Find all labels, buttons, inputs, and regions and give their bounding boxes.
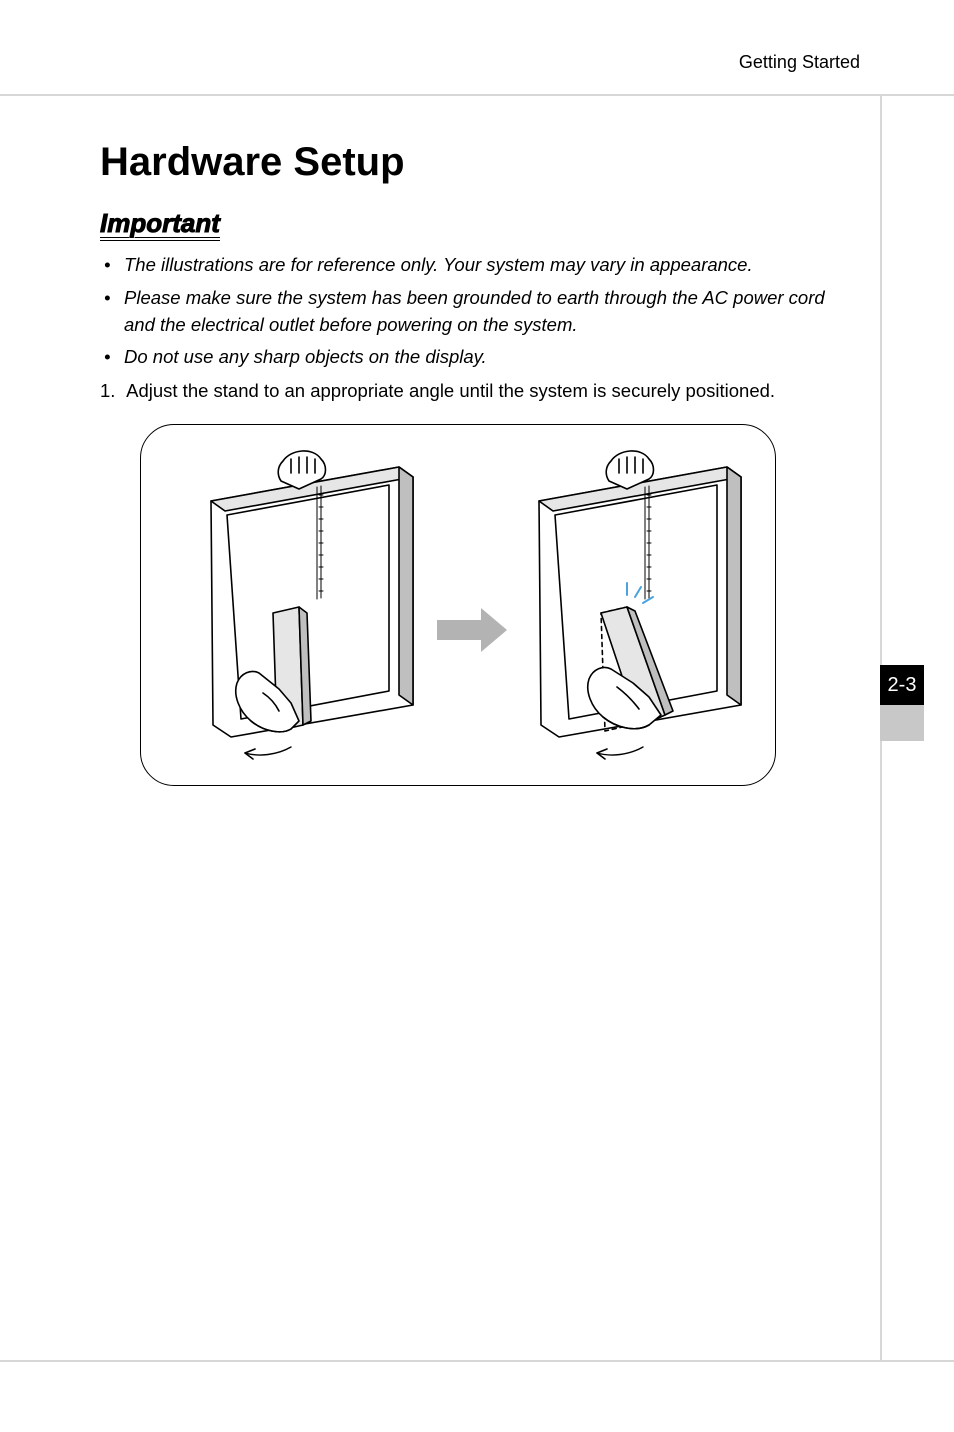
header-rule [0,94,954,96]
important-item: The illustrations are for reference only… [100,252,860,279]
important-item: Do not use any sharp objects on the disp… [100,344,860,371]
step-1: 1. Adjust the stand to an appropriate an… [100,380,860,402]
setup-illustration [140,424,776,786]
footer-rule [0,1360,954,1362]
manual-page: Getting Started Hardware Setup Important… [0,0,954,1432]
illustration-svg [141,425,777,787]
important-item: Please make sure the system has been gro… [100,285,860,339]
page-number-tab: 2-3 [880,665,924,705]
step-text: Adjust the stand to an appropriate angle… [126,380,775,401]
important-list: The illustrations are for reference only… [100,252,860,377]
running-header: Getting Started [739,52,860,73]
page-title: Hardware Setup [100,140,405,185]
page-number-tab-shadow [880,705,924,741]
important-heading: Important [100,210,220,241]
arrow-icon [437,608,507,652]
step-number: 1. [100,380,122,402]
